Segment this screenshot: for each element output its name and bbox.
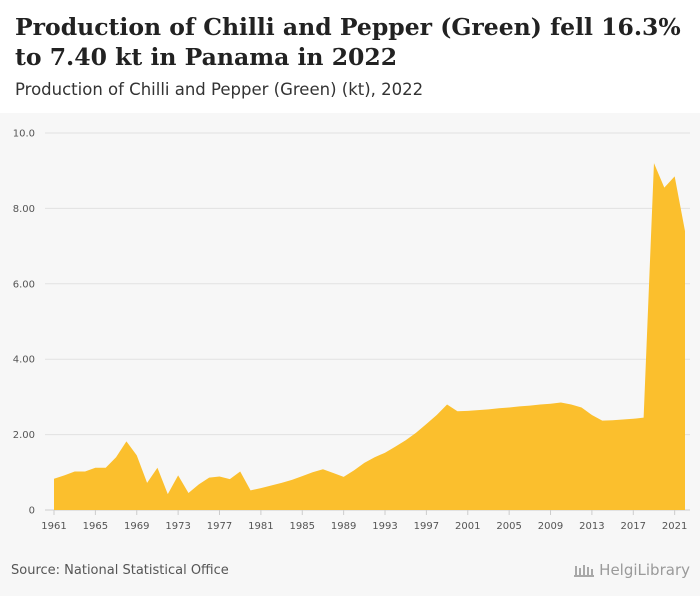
y-tick-label: 4.00 [13,355,35,366]
y-tick-label: 2.00 [13,430,35,441]
chart-header: Production of Chilli and Pepper (Green) … [0,0,700,113]
plot-background [0,113,700,596]
x-tick-label: 1993 [372,521,397,532]
production-area [54,163,685,510]
y-tick-label: 10.0 [13,129,35,140]
x-tick-label: 2001 [455,521,480,532]
chart-subtitle: Production of Chilli and Pepper (Green) … [15,80,424,99]
x-tick-label: 2017 [621,521,646,532]
x-tick-label: 2021 [662,521,687,532]
library-columns-icon [574,565,595,577]
x-axis-ticks: 1961 1965 1969 1973 1977 1981 1985 1989 1993 1997… [41,510,687,532]
x-tick-label: 2013 [579,521,604,532]
y-tick-label: 6.00 [13,279,35,290]
x-tick-label: 1977 [207,521,232,532]
x-tick-label: 1981 [248,521,273,532]
x-tick-label: 1989 [331,521,356,532]
y-tick-label: 8.00 [13,204,35,215]
area-series [54,163,685,510]
source-note: Source: National Statistical Office [11,563,229,578]
y-tick-label: 0 [29,506,35,517]
x-tick-label: 2005 [496,521,521,532]
x-tick-label: 1973 [165,521,190,532]
brand-name: HelgiLibrary [599,561,690,579]
x-tick-label: 1969 [124,521,149,532]
y-axis-ticks: 0 2.00 4.00 6.00 8.00 10.0 [13,129,35,517]
chart-title: Production of Chilli and Pepper (Green) … [15,13,681,71]
x-tick-label: 1997 [414,521,439,532]
x-tick-label: 1961 [41,521,66,532]
x-tick-label: 2009 [538,521,563,532]
x-tick-label: 1965 [83,521,108,532]
brand-logo[interactable]: HelgiLibrary [573,561,690,579]
x-tick-label: 1985 [290,521,315,532]
